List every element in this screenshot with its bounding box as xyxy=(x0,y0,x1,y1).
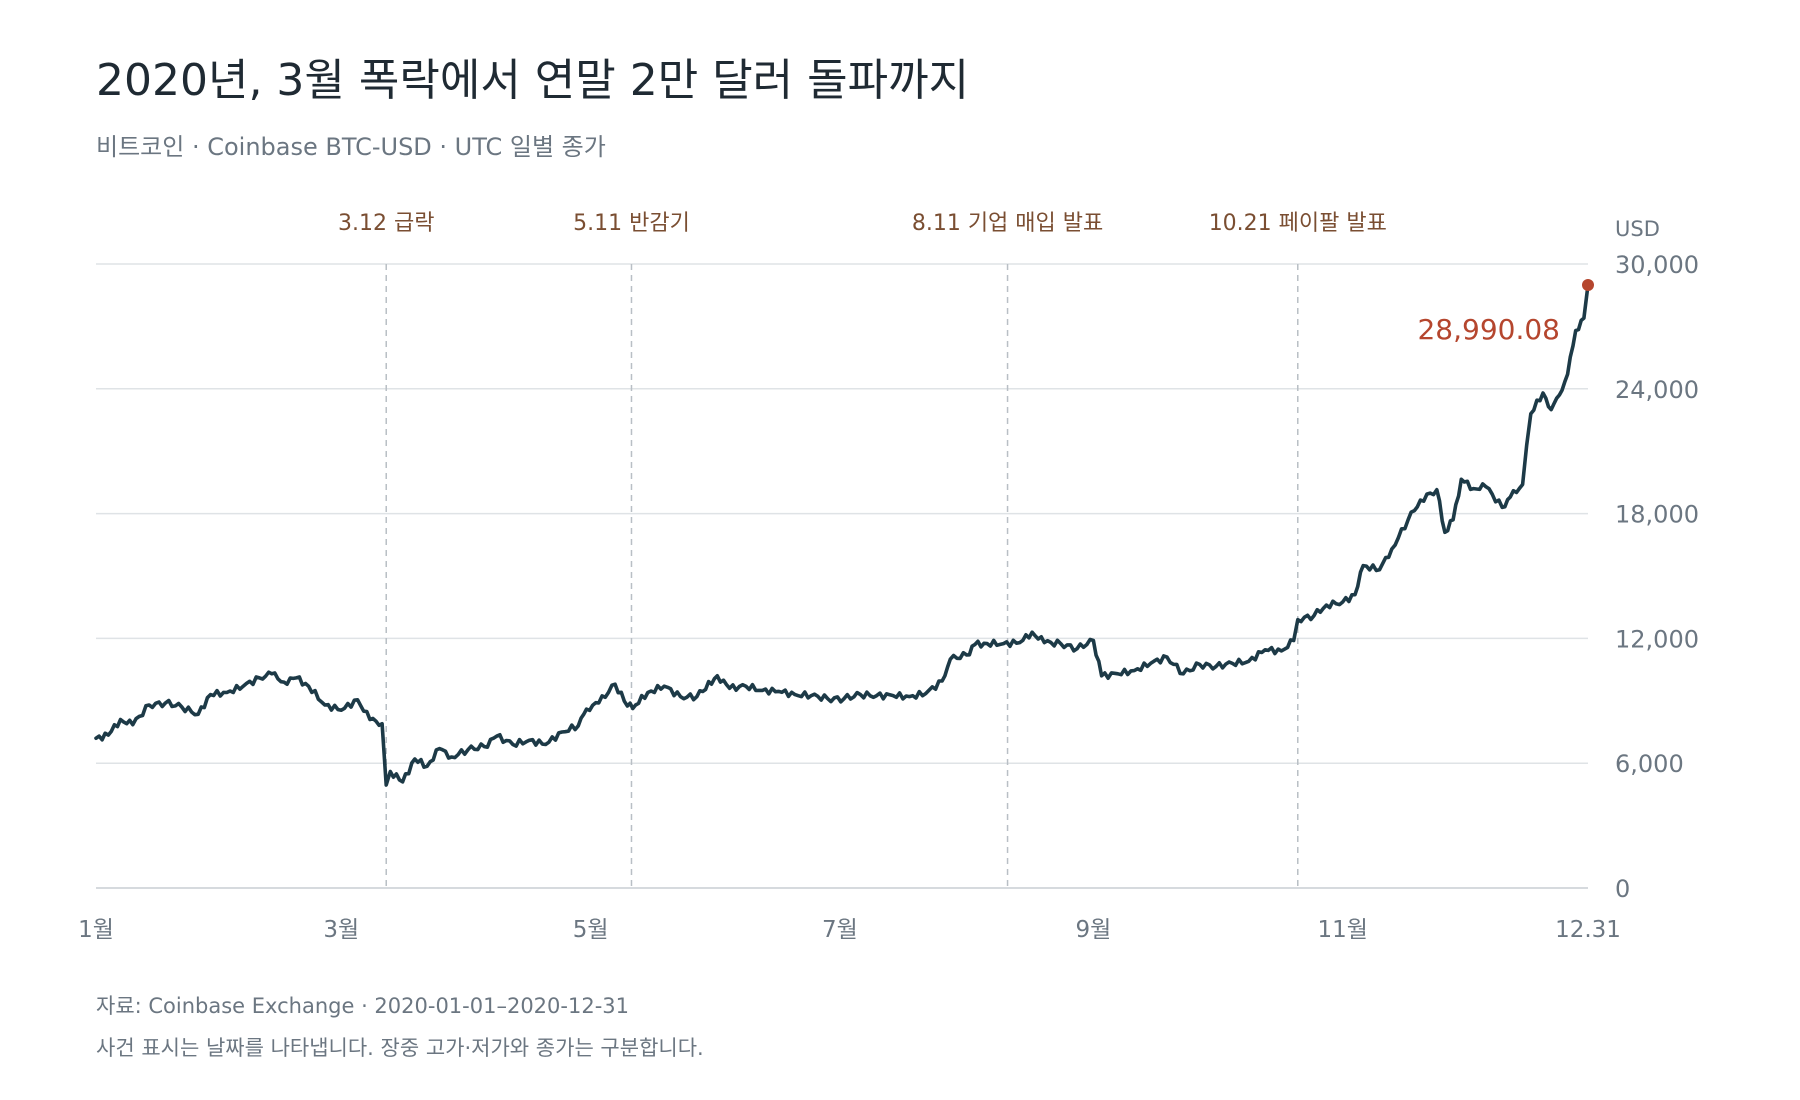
price-line xyxy=(94,283,1590,787)
y-axis: 0 6,000 12,000 18,000 24,000 30,000 USD xyxy=(1615,217,1699,903)
event-label: 8.11 기업 매입 발표 xyxy=(912,211,1103,236)
chart-subtitle: 비트코인 · Coinbase BTC-USD · UTC 일별 종가 xyxy=(96,133,606,161)
event-label: 5.11 반감기 xyxy=(573,211,690,236)
y-tick-label: 24,000 xyxy=(1615,376,1699,404)
event-markers: 3.12 급락 5.11 반감기 8.11 기업 매입 발표 10.21 페이팔 발표 xyxy=(338,211,1387,888)
footnote: 사건 표시는 날짜를 나타냅니다. 장중 고가·저가와 종가는 구분합니다. xyxy=(96,1036,704,1060)
source-note: 자료: Coinbase Exchange · 2020-01-01–2020-… xyxy=(96,994,630,1018)
last-value-label: 28,990.08 xyxy=(1417,313,1560,346)
x-tick-label: 5월 xyxy=(573,917,609,943)
x-tick-label: 11월 xyxy=(1318,917,1368,943)
price-series xyxy=(94,283,1590,787)
y-tick-label: 12,000 xyxy=(1615,625,1699,653)
y-tick-label: 6,000 xyxy=(1615,750,1684,778)
y-tick-label: 30,000 xyxy=(1615,251,1699,279)
x-tick-label: 1월 xyxy=(78,917,114,943)
x-tick-label: 9월 xyxy=(1075,917,1111,943)
y-tick-label: 0 xyxy=(1615,875,1630,903)
last-value-annotation: 28,990.08 xyxy=(1417,279,1594,346)
x-tick-label: 3월 xyxy=(323,917,359,943)
event-label: 10.21 페이팔 발표 xyxy=(1209,211,1387,236)
last-point-dot xyxy=(1582,279,1594,292)
chart-title: 2020년, 3월 폭락에서 연말 2만 달러 돌파까지 xyxy=(96,55,970,106)
x-axis: 1월 3월 5월 7월 9월 11월 12.31 xyxy=(78,917,1621,943)
y-unit-label: USD xyxy=(1615,217,1660,241)
x-tick-label: 7월 xyxy=(822,917,858,943)
x-tick-label: 12.31 xyxy=(1555,917,1621,943)
event-label: 3.12 급락 xyxy=(338,211,434,236)
y-tick-label: 18,000 xyxy=(1615,501,1699,529)
grid-lines xyxy=(96,263,1588,889)
